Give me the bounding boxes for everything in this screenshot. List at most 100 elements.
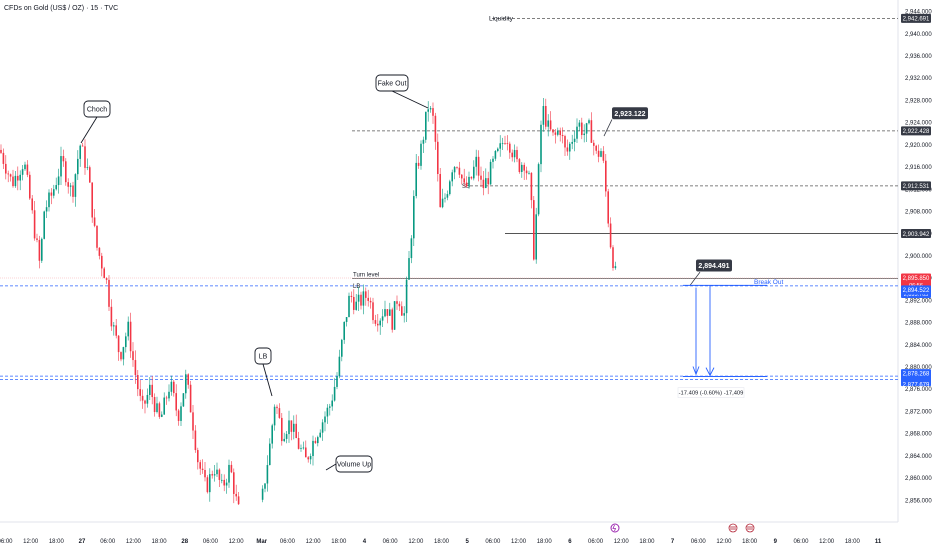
candle-body — [420, 143, 422, 166]
candle-body — [369, 300, 372, 303]
candle-body — [415, 162, 417, 197]
candle-body — [463, 178, 465, 183]
candle-body — [362, 291, 365, 306]
projection-arrowhead-left — [692, 366, 700, 376]
candle-body — [77, 158, 79, 175]
candle-body — [597, 150, 600, 157]
candle-body — [9, 174, 12, 177]
candle-body — [161, 414, 163, 417]
candle-body — [237, 496, 240, 505]
candle-body — [189, 384, 192, 413]
candle-body — [449, 181, 451, 195]
measure-label: -17.409 (-0.60%) -17,409 — [679, 391, 744, 397]
candle-body — [566, 147, 569, 152]
x-tick-label: 12:00 — [126, 539, 142, 545]
candle-body — [427, 109, 429, 112]
candle-body — [165, 397, 168, 399]
candle-body — [441, 198, 444, 208]
x-tick-label: 06:00 — [383, 539, 399, 545]
price-tag-breakout-pointer — [689, 271, 701, 286]
y-tick-label: 2,944.000 — [905, 10, 932, 16]
candle-body — [31, 198, 33, 211]
candle-body — [343, 321, 345, 340]
candle-body — [482, 179, 485, 189]
x-tick-label: 18:00 — [742, 539, 758, 545]
candle-body — [573, 138, 576, 142]
candle-body — [144, 400, 146, 404]
price-tag-high: 2,923.122 — [614, 111, 645, 118]
candle-body — [115, 325, 117, 336]
candle-body — [293, 423, 295, 432]
turn-level-label: Turn level — [353, 272, 379, 278]
candle-body — [108, 279, 110, 307]
candle-body — [65, 161, 67, 183]
candle-body — [593, 142, 595, 146]
y-tick-label: 2,892.000 — [905, 298, 932, 304]
candle-body — [461, 174, 463, 179]
candle-body — [535, 214, 537, 260]
axis-label-blue: 2,895.765 — [904, 292, 928, 298]
candle-body — [235, 493, 237, 497]
callout-lb: LB — [259, 354, 268, 361]
candle-body — [336, 376, 338, 387]
x-tick-label: 9 — [774, 539, 778, 545]
candle-body — [396, 301, 398, 304]
us-flag-icon — [728, 523, 738, 533]
candle-body — [317, 437, 319, 444]
candle-body — [422, 139, 425, 144]
candle-body — [521, 164, 523, 172]
candle-body — [374, 320, 377, 324]
y-tick-label: 2,936.000 — [905, 54, 932, 60]
candle-body — [206, 477, 209, 493]
candle-body — [21, 169, 24, 175]
x-tick-label: 06:00 — [588, 539, 604, 545]
x-tick-label: 12:00 — [614, 539, 630, 545]
candle-body — [300, 448, 302, 449]
candle-body — [38, 239, 41, 261]
candle-body — [62, 156, 65, 162]
y-tick-label: 2,940.000 — [905, 32, 932, 38]
candle-body — [513, 150, 516, 158]
candle-body — [583, 133, 585, 136]
candle-body — [446, 194, 449, 198]
candle-body — [432, 108, 434, 116]
candle-body — [434, 115, 437, 142]
candle-body — [321, 422, 324, 433]
candle-body — [125, 336, 127, 348]
candle-body — [345, 317, 348, 322]
candle-body — [581, 122, 583, 136]
candle-body — [43, 211, 45, 239]
candle-body — [307, 457, 309, 460]
candle-body — [91, 182, 93, 218]
candle-body — [585, 123, 588, 134]
callout-lb-pointer — [262, 363, 273, 397]
candle-body — [67, 182, 69, 187]
candle-body — [516, 150, 518, 160]
x-tick-label: 12:00 — [408, 539, 424, 545]
candle-body — [530, 172, 533, 201]
candle-body — [146, 394, 149, 404]
candle-body — [540, 124, 542, 165]
x-tick-label: 12:00 — [511, 539, 527, 545]
candle-body — [480, 175, 482, 180]
candle-body — [139, 389, 141, 396]
candle-body — [552, 129, 554, 133]
candle-body — [149, 384, 151, 395]
candle-body — [194, 430, 197, 451]
candle-body — [612, 247, 614, 269]
candle-body — [151, 384, 153, 398]
candle-body — [408, 258, 410, 280]
callout-choch: Choch — [87, 107, 107, 114]
candle-body — [602, 151, 605, 161]
y-tick-label: 2,856.000 — [905, 498, 932, 504]
candle-body — [533, 200, 535, 260]
candle-body — [290, 420, 293, 432]
y-tick-label: 2,888.000 — [905, 321, 932, 327]
candle-body — [98, 247, 101, 256]
candle-body — [283, 438, 285, 442]
candle-body — [192, 412, 194, 431]
candle-body — [309, 456, 312, 460]
candle-body — [451, 172, 453, 182]
measure-box — [677, 387, 745, 398]
